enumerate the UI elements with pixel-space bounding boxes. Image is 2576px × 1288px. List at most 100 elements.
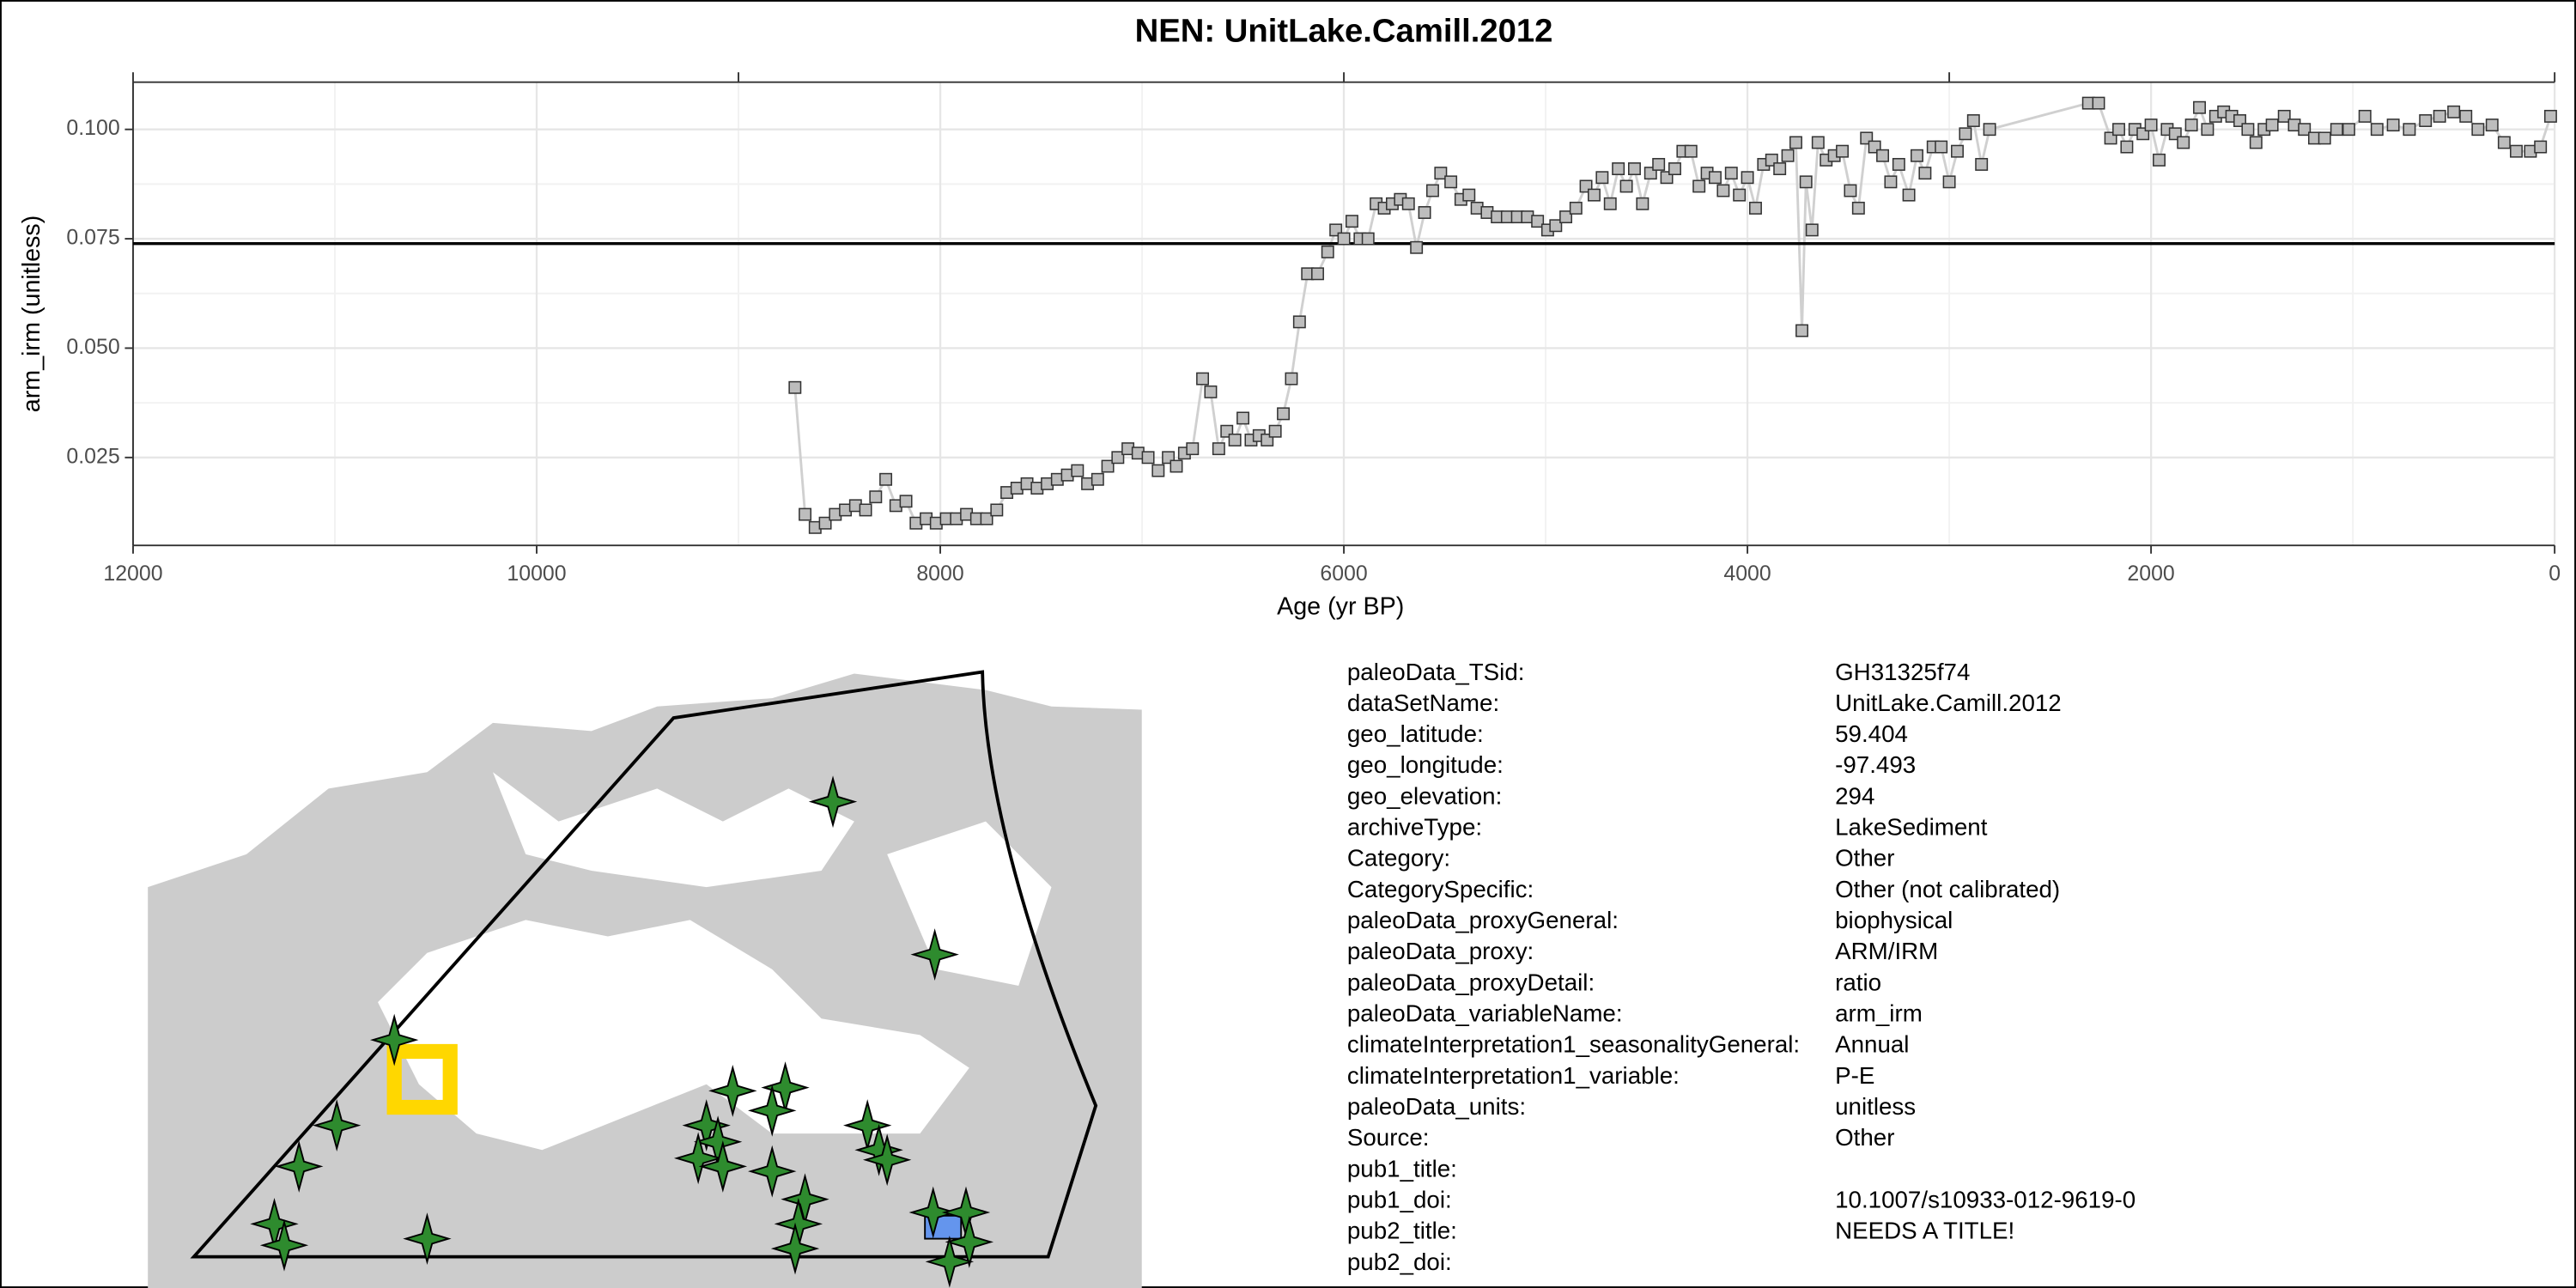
meta-key: pub2_title: — [1347, 1218, 1457, 1244]
data-point — [1425, 184, 1439, 197]
data-point — [1559, 210, 1573, 224]
data-point — [1196, 372, 1210, 386]
data-point — [1434, 167, 1448, 180]
meta-key: pub2_doi: — [1347, 1249, 1452, 1275]
x-tick-label: 2000 — [2127, 562, 2174, 586]
data-point — [1935, 140, 1948, 154]
data-point — [1668, 162, 1681, 176]
data-point — [1741, 171, 1754, 185]
data-point — [1959, 127, 1972, 141]
metadata-table: paleoData_TSid: GH31325f74 dataSetName: Uni… — [1347, 659, 2136, 1275]
data-point — [1709, 171, 1722, 185]
data-point — [1966, 114, 1980, 127]
data-point — [2318, 131, 2331, 145]
x-tick-label: 12000 — [103, 562, 162, 586]
data-point — [1652, 157, 1666, 171]
x-axis-label: Age (yr BP) — [1277, 592, 1404, 620]
data-point — [1628, 162, 1641, 176]
data-point — [2370, 123, 2384, 137]
data-point — [1773, 162, 1787, 176]
data-point — [1091, 472, 1104, 486]
data-point — [1612, 162, 1625, 176]
data-point — [1531, 215, 1545, 228]
data-point — [1401, 197, 1415, 210]
meta-value: arm_irm — [1835, 1000, 1923, 1027]
data-point — [1942, 175, 1956, 189]
meta-key: paleoData_units: — [1347, 1093, 1526, 1120]
meta-value: GH31325f74 — [1835, 659, 1970, 685]
x-tick-label: 4000 — [1723, 562, 1771, 586]
bay — [378, 920, 969, 1151]
data-point — [2241, 123, 2255, 137]
data-point — [818, 516, 832, 530]
y-axis-label: arm_irm (unitless) — [18, 216, 46, 413]
meta-key: paleoData_variableName: — [1347, 1000, 1623, 1027]
data-point — [1588, 188, 1601, 202]
meta-key: paleoData_proxy: — [1347, 938, 1534, 964]
data-point — [1071, 464, 1084, 477]
meta-value: Annual — [1835, 1031, 1909, 1058]
data-point — [1321, 245, 1334, 258]
data-point — [2112, 123, 2125, 137]
meta-value: Other — [1835, 845, 1894, 872]
data-point — [1462, 188, 1476, 202]
data-point — [2485, 118, 2499, 132]
meta-key: geo_latitude: — [1347, 720, 1484, 747]
data-point — [2265, 118, 2279, 132]
region-outline — [190, 670, 1098, 1259]
y-tick-label: 0.100 — [66, 116, 119, 140]
meta-key: Source: — [1347, 1124, 1430, 1151]
data-point — [1337, 232, 1351, 246]
data-point — [2386, 118, 2400, 132]
meta-value: biophysical — [1835, 907, 1953, 933]
meta-key: paleoData_proxyGeneral: — [1347, 907, 1619, 933]
data-point — [1204, 385, 1218, 398]
data-point — [1983, 123, 1996, 137]
data-point — [2447, 105, 2461, 118]
meta-key: climateInterpretation1_variable: — [1347, 1062, 1680, 1089]
x-tick-label: 6000 — [1320, 562, 1367, 586]
data-point — [2193, 100, 2206, 114]
data-point — [1111, 451, 1125, 465]
data-point — [1749, 201, 1762, 215]
meta-key: paleoData_TSid: — [1347, 659, 1525, 685]
data-point — [1236, 411, 1250, 425]
meta-value: ARM/IRM — [1835, 938, 1938, 964]
data-point — [2433, 109, 2446, 123]
data-point — [1811, 136, 1825, 149]
data-point — [1292, 315, 1306, 329]
data-point — [1902, 188, 1916, 202]
data-point — [1876, 149, 1889, 162]
data-point — [1410, 240, 1424, 254]
data-point — [2543, 109, 2557, 123]
data-point — [879, 472, 893, 486]
data-point — [1805, 223, 1819, 237]
data-point — [1911, 149, 1923, 162]
data-point — [2298, 123, 2312, 137]
data-point — [2471, 123, 2485, 137]
meta-value: 10.1007/s10933-012-9619-0 — [1835, 1186, 2136, 1212]
data-point — [1186, 442, 1200, 456]
data-point — [1619, 179, 1633, 193]
meta-key: paleoData_proxyDetail: — [1347, 969, 1595, 995]
meta-key: pub1_doi: — [1347, 1186, 1452, 1212]
data-point — [1277, 407, 1291, 421]
meta-value: UnitLake.Camill.2012 — [1835, 690, 2062, 716]
data-point — [1268, 424, 1282, 438]
data-point — [899, 495, 913, 508]
data-point — [788, 380, 802, 394]
data-point — [2403, 123, 2416, 137]
data-point — [2459, 109, 2473, 123]
data-point — [1311, 267, 1324, 281]
plot-area: 12000 10000 8000 6000 4000 2000 0 0.025 0.050 0.0… — [66, 72, 2561, 586]
data-point — [2201, 123, 2215, 137]
data-point — [2419, 114, 2433, 127]
data-point — [2177, 136, 2190, 149]
data-point — [2358, 109, 2372, 123]
data-point — [1170, 459, 1183, 473]
data-point — [1595, 171, 1609, 185]
data-point — [1345, 215, 1358, 228]
map — [148, 670, 1142, 1288]
